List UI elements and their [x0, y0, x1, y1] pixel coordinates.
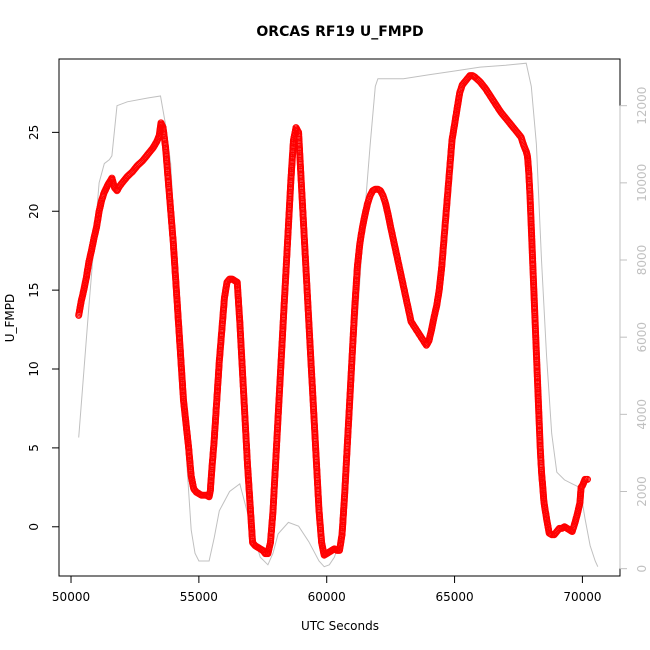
y-tick-label: 15	[27, 282, 41, 297]
y2-tick-label: 10000	[635, 164, 649, 202]
series-layer	[75, 62, 599, 568]
x-tick-label: 65000	[435, 590, 473, 604]
y2-tick-label: 8000	[635, 245, 649, 276]
x-tick-label: 55000	[180, 590, 218, 604]
y2-tick-label: 0	[635, 565, 649, 573]
y2-tick-label: 2000	[635, 476, 649, 507]
y2-tick-label: 4000	[635, 399, 649, 430]
y-axis-title: U_FMPD	[3, 294, 17, 343]
y-tick-label: 25	[27, 125, 41, 140]
y-tick-label: 20	[27, 204, 41, 219]
x-tick-label: 50000	[52, 590, 90, 604]
y-axis: 0 5 10 15 20 25	[27, 125, 60, 531]
chart-title: ORCAS RF19 U_FMPD	[256, 24, 423, 40]
series-points-0	[75, 72, 591, 559]
x-tick-label: 60000	[308, 590, 346, 604]
y2-tick-label: 6000	[635, 322, 649, 353]
y2-tick-label: 12000	[635, 87, 649, 125]
data-point	[584, 475, 591, 483]
x-axis: 50000 55000 60000 65000 70000	[52, 575, 602, 604]
y-tick-label: 0	[27, 523, 41, 531]
y-tick-label: 5	[27, 444, 41, 452]
x-axis-title: UTC Seconds	[301, 619, 379, 633]
y-tick-label: 10	[27, 361, 41, 376]
y2-axis: 0 2000 4000 6000 8000 10000 12000	[619, 87, 649, 573]
x-tick-label: 70000	[563, 590, 601, 604]
